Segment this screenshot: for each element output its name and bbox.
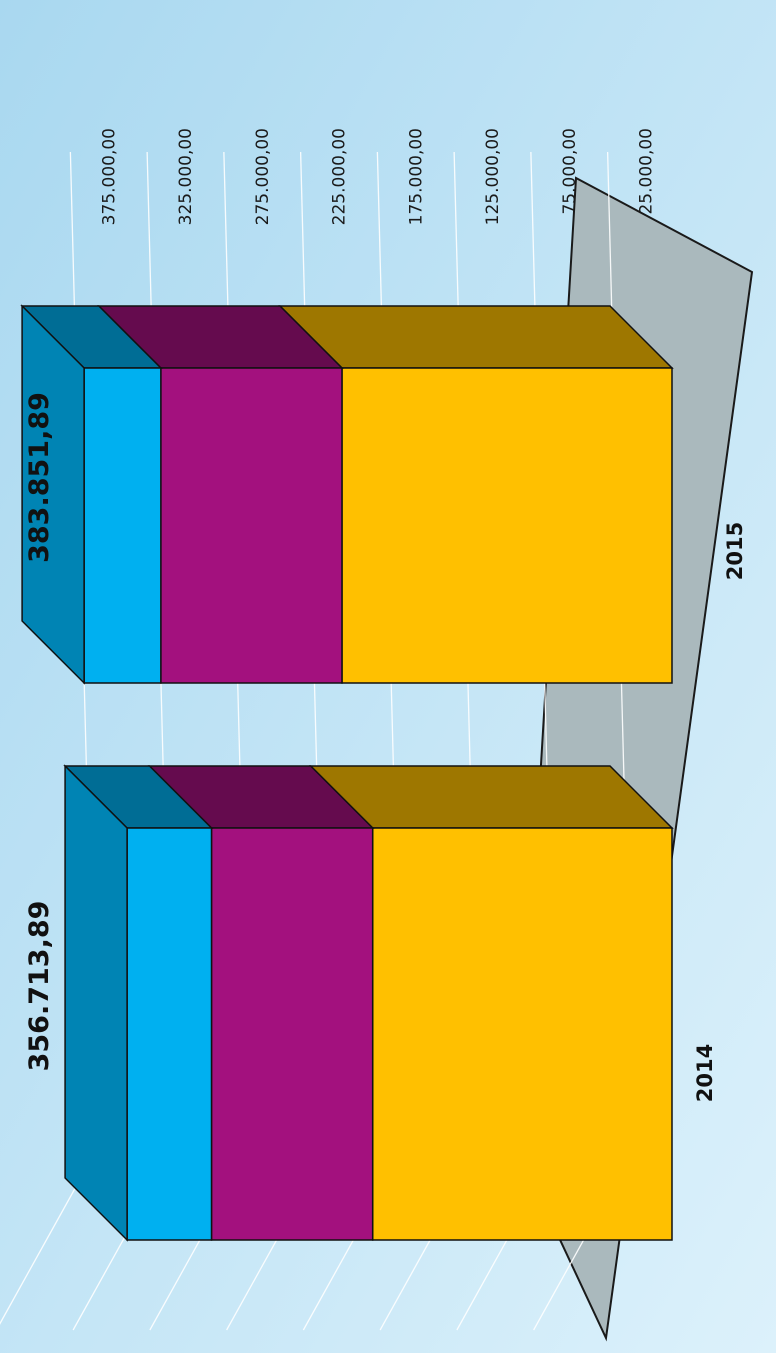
bar-segment	[83, 367, 162, 684]
y-tick-label: 375.000,00	[99, 128, 119, 225]
bar-segment	[160, 367, 343, 684]
y-tick-label: 125.000,00	[483, 128, 503, 225]
y-tick-label: 325.000,00	[176, 128, 196, 225]
bar-segment	[371, 827, 673, 1241]
total-label: 356.713,89	[24, 901, 55, 1072]
bar-top-cap	[21, 304, 85, 685]
bar-top-cap	[64, 764, 128, 1242]
y-tick-label: 175.000,00	[406, 128, 426, 225]
y-tick-label: 275.000,00	[253, 128, 273, 225]
y-tick-label: 225.000,00	[330, 128, 350, 225]
bar-segment-depth	[308, 765, 674, 829]
category-label: 2015	[723, 522, 747, 580]
category-label: 2014	[693, 1044, 717, 1102]
bar-segment	[210, 827, 374, 1241]
bar-segment	[341, 367, 673, 684]
bar-segment	[126, 827, 213, 1241]
total-label: 383.851,89	[24, 392, 55, 563]
y-tick-label: 25.000,00	[637, 128, 657, 215]
y-tick-label: 75.000,00	[560, 128, 580, 215]
bar-segment-depth	[278, 305, 674, 369]
